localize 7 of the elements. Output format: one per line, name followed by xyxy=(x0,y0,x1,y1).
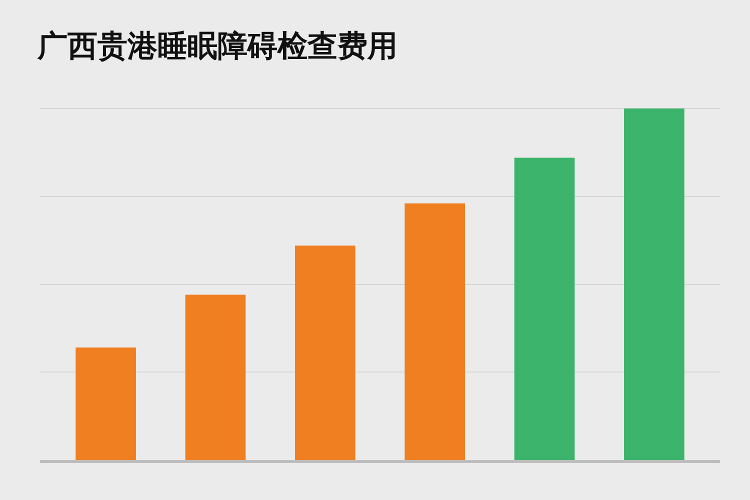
bar xyxy=(295,246,356,460)
chart-title: 广西贵港睡眠障碍检查费用 xyxy=(36,29,398,64)
bar xyxy=(514,158,575,460)
bar xyxy=(404,203,465,460)
bar xyxy=(185,294,246,460)
bar xyxy=(624,108,684,460)
bar xyxy=(76,348,136,460)
